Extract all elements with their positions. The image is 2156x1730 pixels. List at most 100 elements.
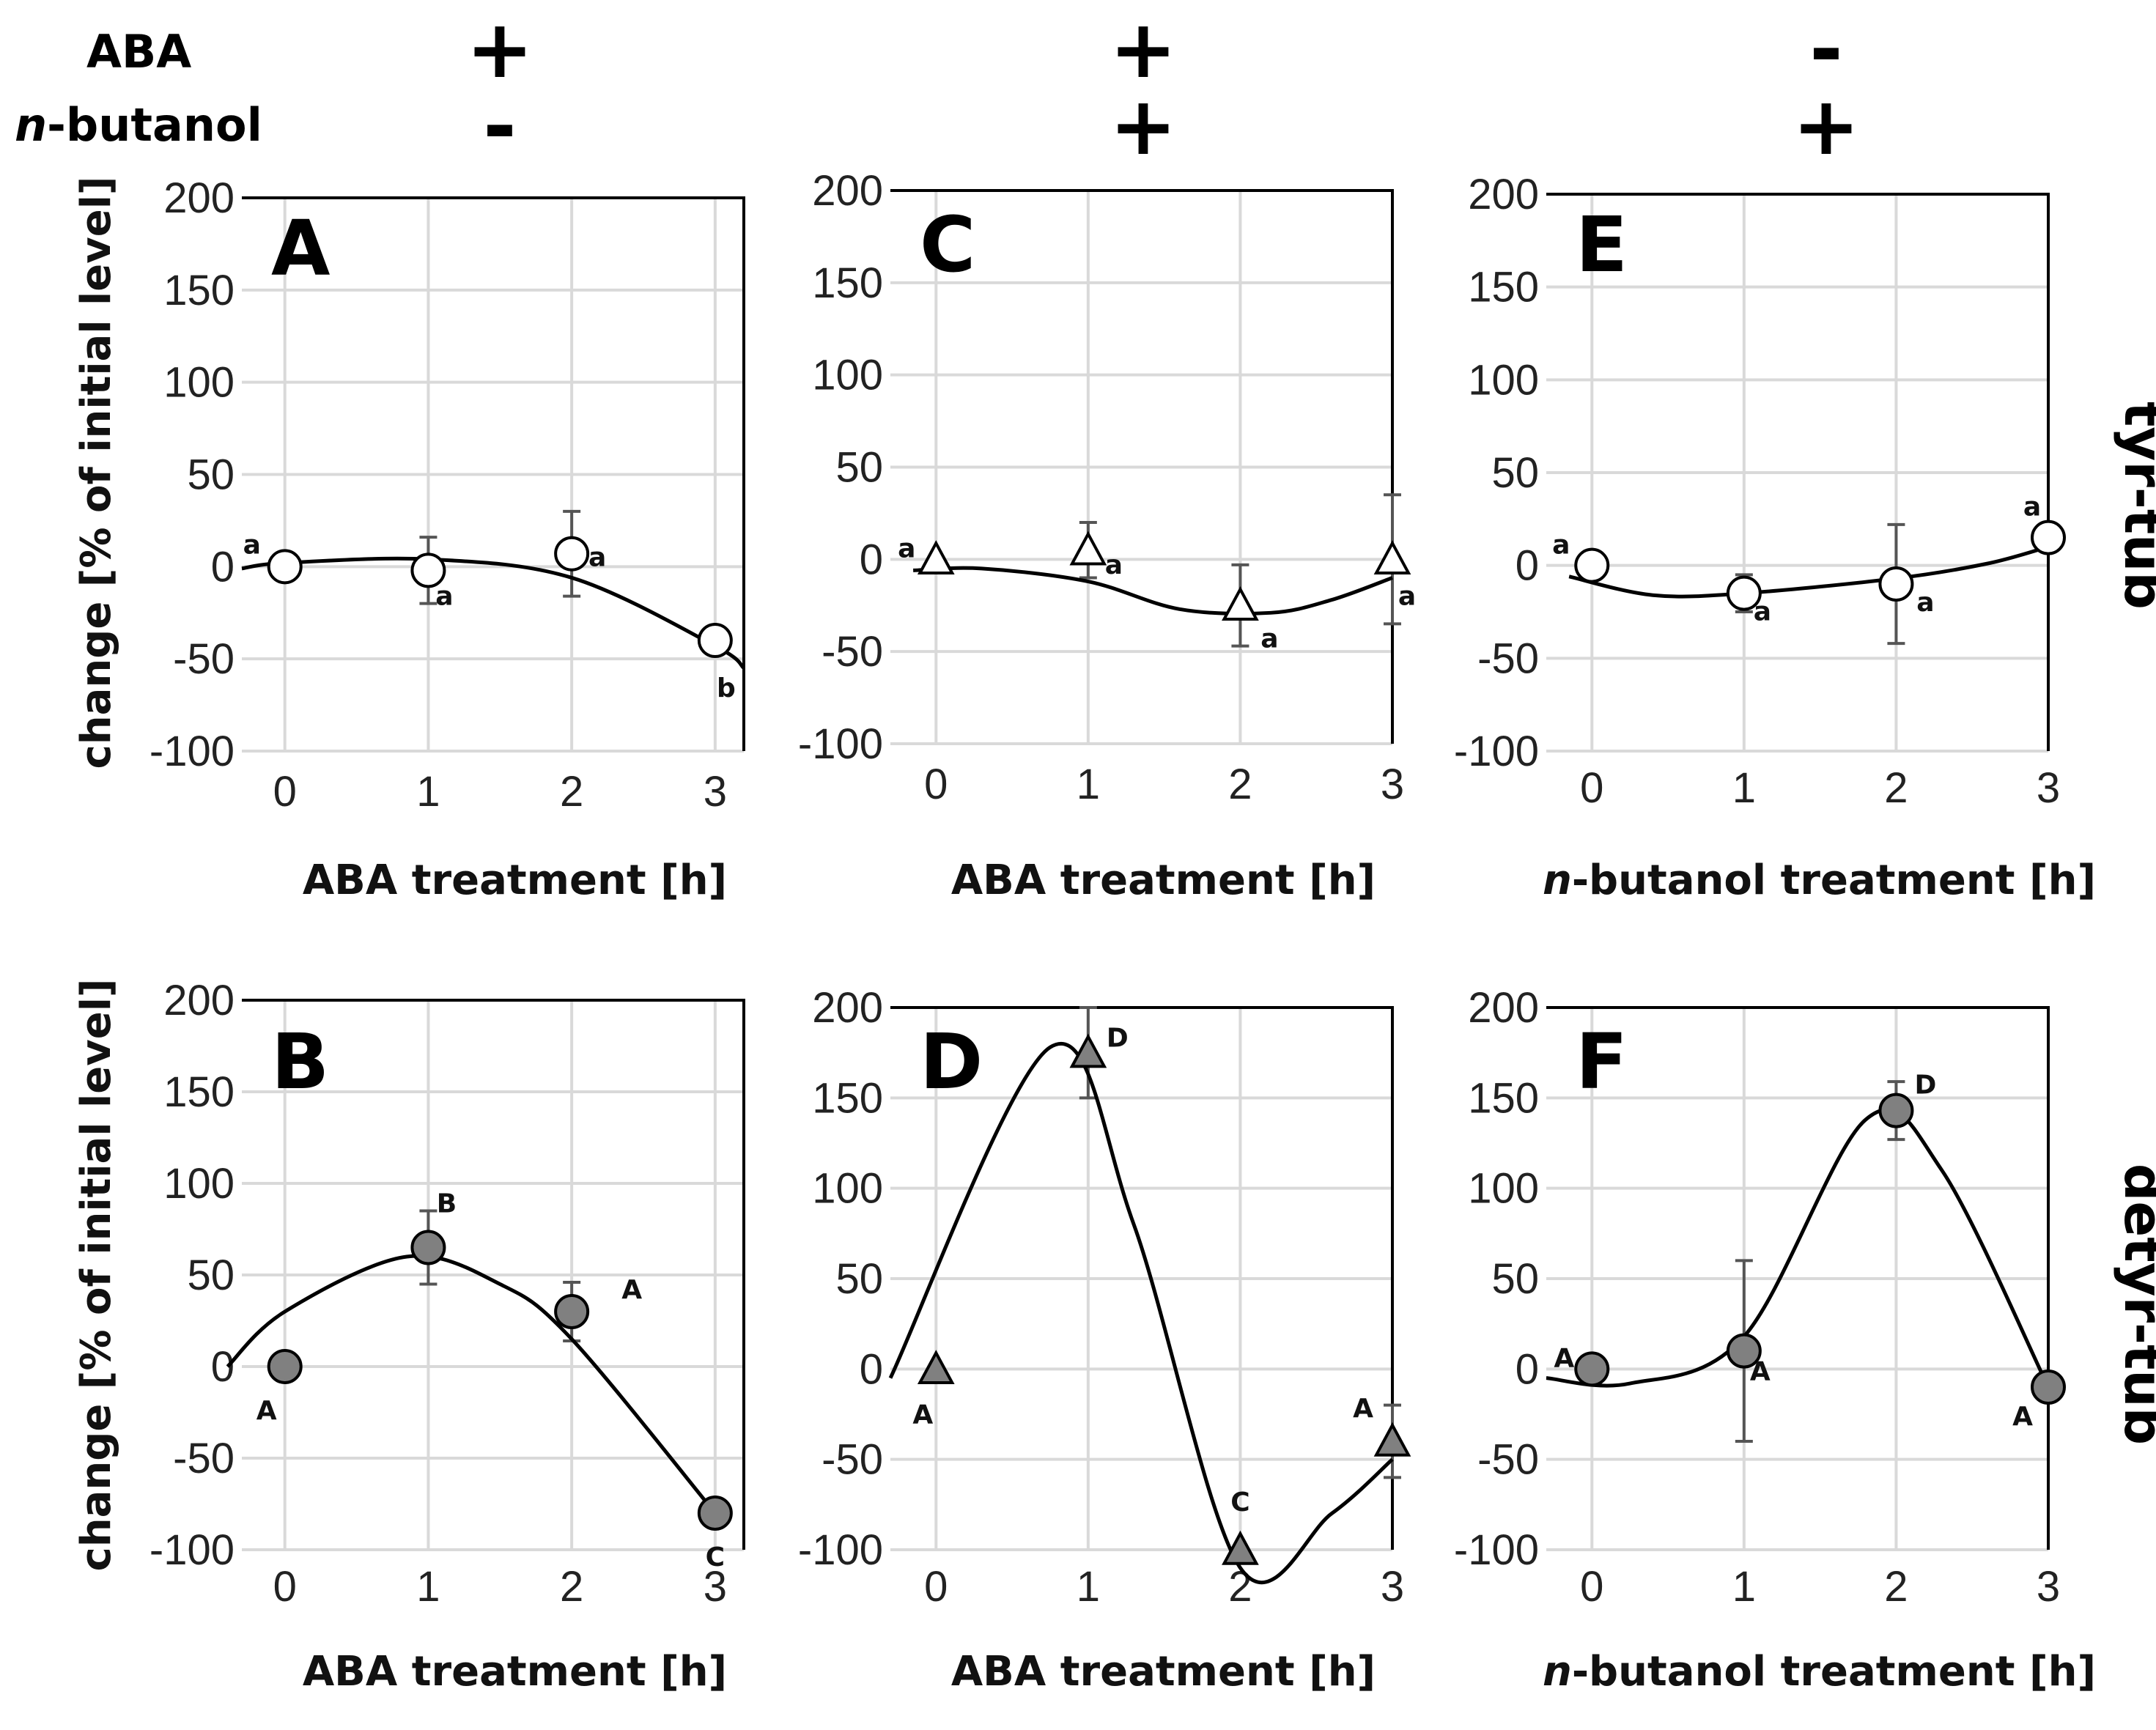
panel-label: A bbox=[271, 204, 331, 293]
y-tick-label: 100 bbox=[163, 359, 235, 407]
fit-curve bbox=[226, 1254, 717, 1515]
x-tick-label: 3 bbox=[2037, 764, 2060, 812]
y-tick-label: 100 bbox=[812, 1165, 883, 1213]
panel-c: 200 150 100 50 0 -50 -100 0 1 2 3 C ABA treatment [h… bbox=[798, 167, 1416, 904]
x-tick-label: 0 bbox=[273, 1563, 297, 1611]
significance-label: a bbox=[1260, 624, 1278, 654]
data-point bbox=[1726, 575, 1762, 611]
y-tick-label: 0 bbox=[211, 543, 235, 591]
data-point bbox=[2031, 1369, 2066, 1405]
significance-label: A bbox=[912, 1400, 933, 1430]
data-point bbox=[1574, 1351, 1610, 1387]
significance-label: C bbox=[1230, 1487, 1249, 1518]
y-tick-label: 200 bbox=[1468, 984, 1539, 1032]
significance-label: A bbox=[256, 1396, 277, 1426]
y-tick-label: 50 bbox=[835, 444, 883, 492]
x-tick-label: 3 bbox=[1381, 761, 1404, 808]
significance-label: A bbox=[1554, 1343, 1574, 1373]
x-tick-label: 1 bbox=[1732, 1563, 1756, 1611]
data-point bbox=[554, 1294, 590, 1329]
y-tick-label: 200 bbox=[812, 984, 883, 1032]
panel-label: E bbox=[1576, 200, 1628, 289]
plot-frame bbox=[1546, 1006, 2050, 1550]
x-axis-title: ABA treatment [h] bbox=[951, 857, 1376, 904]
significance-label: a bbox=[898, 533, 915, 563]
y-axis-title-bottom: change [% of initial level] bbox=[73, 979, 120, 1572]
fit-curve bbox=[241, 556, 745, 670]
y-tick-label: -100 bbox=[798, 720, 883, 768]
y-tick-label: 50 bbox=[1491, 1255, 1539, 1303]
significance-label: A bbox=[1353, 1394, 1373, 1424]
header-aba-sign-2: + bbox=[1110, 2, 1177, 96]
header-aba-sign-1: + bbox=[466, 2, 534, 96]
x-tick-label: 2 bbox=[560, 1563, 583, 1611]
data-point bbox=[1222, 586, 1259, 621]
panel-label: B bbox=[271, 1017, 329, 1106]
header-butanol-sign-3: + bbox=[1793, 79, 1860, 173]
data-point bbox=[1069, 1033, 1107, 1068]
x-tick-label: 0 bbox=[1580, 1563, 1603, 1611]
y-tick-label: 150 bbox=[812, 259, 883, 307]
significance-label: a bbox=[1754, 597, 1771, 627]
data-point bbox=[1069, 531, 1107, 566]
x-tick-label: 0 bbox=[924, 761, 948, 808]
y-tick-label: 150 bbox=[812, 1074, 883, 1122]
x-axis-title: ABA treatment [h] bbox=[303, 857, 727, 904]
significance-label: D bbox=[1107, 1024, 1129, 1054]
row-label-detyr-tub: detyr-tub bbox=[2113, 1164, 2156, 1445]
y-tick-label: 200 bbox=[812, 167, 883, 215]
significance-label: C bbox=[706, 1542, 725, 1572]
y-tick-label: 100 bbox=[163, 1160, 235, 1208]
y-tick-label: -50 bbox=[173, 635, 235, 683]
x-tick-label: 1 bbox=[416, 1563, 440, 1611]
y-tick-label: -50 bbox=[822, 1436, 883, 1484]
header-butanol-sign-1: - bbox=[483, 79, 517, 173]
panel-label: D bbox=[920, 1017, 983, 1106]
x-tick-label: 3 bbox=[704, 1563, 727, 1611]
y-tick-label: 100 bbox=[812, 352, 883, 399]
x-axis-title: n-butanol treatment [h] bbox=[1543, 857, 2096, 904]
x-tick-label: 1 bbox=[1077, 761, 1100, 808]
data-point bbox=[1373, 1422, 1411, 1457]
y-tick-label: 150 bbox=[1468, 264, 1539, 311]
x-tick-label: 3 bbox=[2037, 1563, 2060, 1611]
plot-frame bbox=[242, 196, 745, 751]
significance-label: a bbox=[588, 543, 606, 573]
data-point bbox=[697, 1496, 733, 1531]
data-point bbox=[917, 1350, 955, 1385]
x-tick-label: 1 bbox=[1732, 764, 1756, 812]
plot-frame bbox=[890, 1006, 1394, 1550]
data-point bbox=[410, 1230, 446, 1265]
x-tick-label: 0 bbox=[924, 1563, 948, 1611]
y-tick-label: 200 bbox=[1468, 171, 1539, 218]
x-tick-label: 1 bbox=[416, 768, 440, 816]
panel-b: 200 150 100 50 0 -50 -100 0 1 2 3 B ABA treatment [h… bbox=[149, 977, 745, 1696]
fit-curve bbox=[1546, 1107, 2050, 1389]
data-point bbox=[554, 536, 590, 572]
header-aba-sign-3: - bbox=[1809, 2, 1843, 96]
x-axis-title: ABA treatment [h] bbox=[951, 1648, 1376, 1696]
data-point bbox=[2031, 520, 2066, 555]
x-axis-title: ABA treatment [h] bbox=[303, 1648, 727, 1696]
significance-label: a bbox=[1552, 531, 1570, 561]
plot-frame bbox=[242, 999, 745, 1550]
significance-label: a bbox=[243, 530, 261, 560]
x-tick-label: 0 bbox=[273, 768, 297, 816]
fit-curve bbox=[1568, 544, 2049, 599]
data-point bbox=[1878, 566, 1914, 602]
significance-label: A bbox=[2012, 1402, 2033, 1432]
data-point bbox=[917, 540, 955, 575]
data-point bbox=[267, 1349, 303, 1384]
header-butanol-sign-2: + bbox=[1110, 79, 1177, 173]
y-tick-label: -100 bbox=[798, 1526, 883, 1574]
y-tick-label: 200 bbox=[163, 174, 235, 222]
x-tick-label: 2 bbox=[1884, 1563, 1908, 1611]
y-tick-label: 150 bbox=[163, 1068, 235, 1116]
y-tick-label: 150 bbox=[163, 267, 235, 314]
panel-label: C bbox=[920, 200, 975, 289]
significance-label: a bbox=[435, 581, 453, 611]
significance-label: a bbox=[2023, 492, 2041, 522]
y-tick-label: 0 bbox=[1516, 542, 1539, 590]
row-label-tyr-tub: tyr-tub bbox=[2113, 402, 2156, 610]
